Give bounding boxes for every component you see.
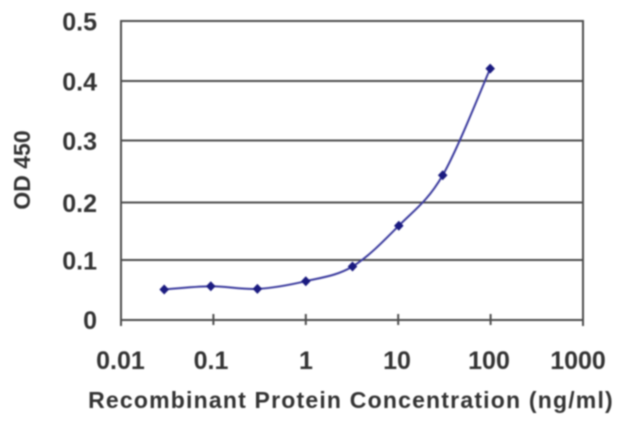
svg-text:0.1: 0.1: [62, 248, 97, 276]
svg-text:0.2: 0.2: [62, 190, 97, 218]
svg-text:0: 0: [83, 307, 97, 335]
svg-text:100: 100: [468, 347, 510, 375]
svg-text:Recombinant Protein Concentrat: Recombinant Protein Concentration (ng/ml…: [88, 387, 614, 413]
svg-text:0.3: 0.3: [62, 128, 97, 156]
svg-text:10: 10: [383, 347, 411, 375]
svg-text:OD 450: OD 450: [9, 130, 35, 209]
svg-text:1: 1: [299, 347, 313, 375]
svg-text:0.5: 0.5: [62, 9, 97, 37]
svg-text:1000: 1000: [550, 347, 606, 375]
svg-text:0.1: 0.1: [194, 347, 229, 375]
svg-text:0.4: 0.4: [62, 69, 97, 97]
svg-text:0.01: 0.01: [96, 347, 145, 375]
